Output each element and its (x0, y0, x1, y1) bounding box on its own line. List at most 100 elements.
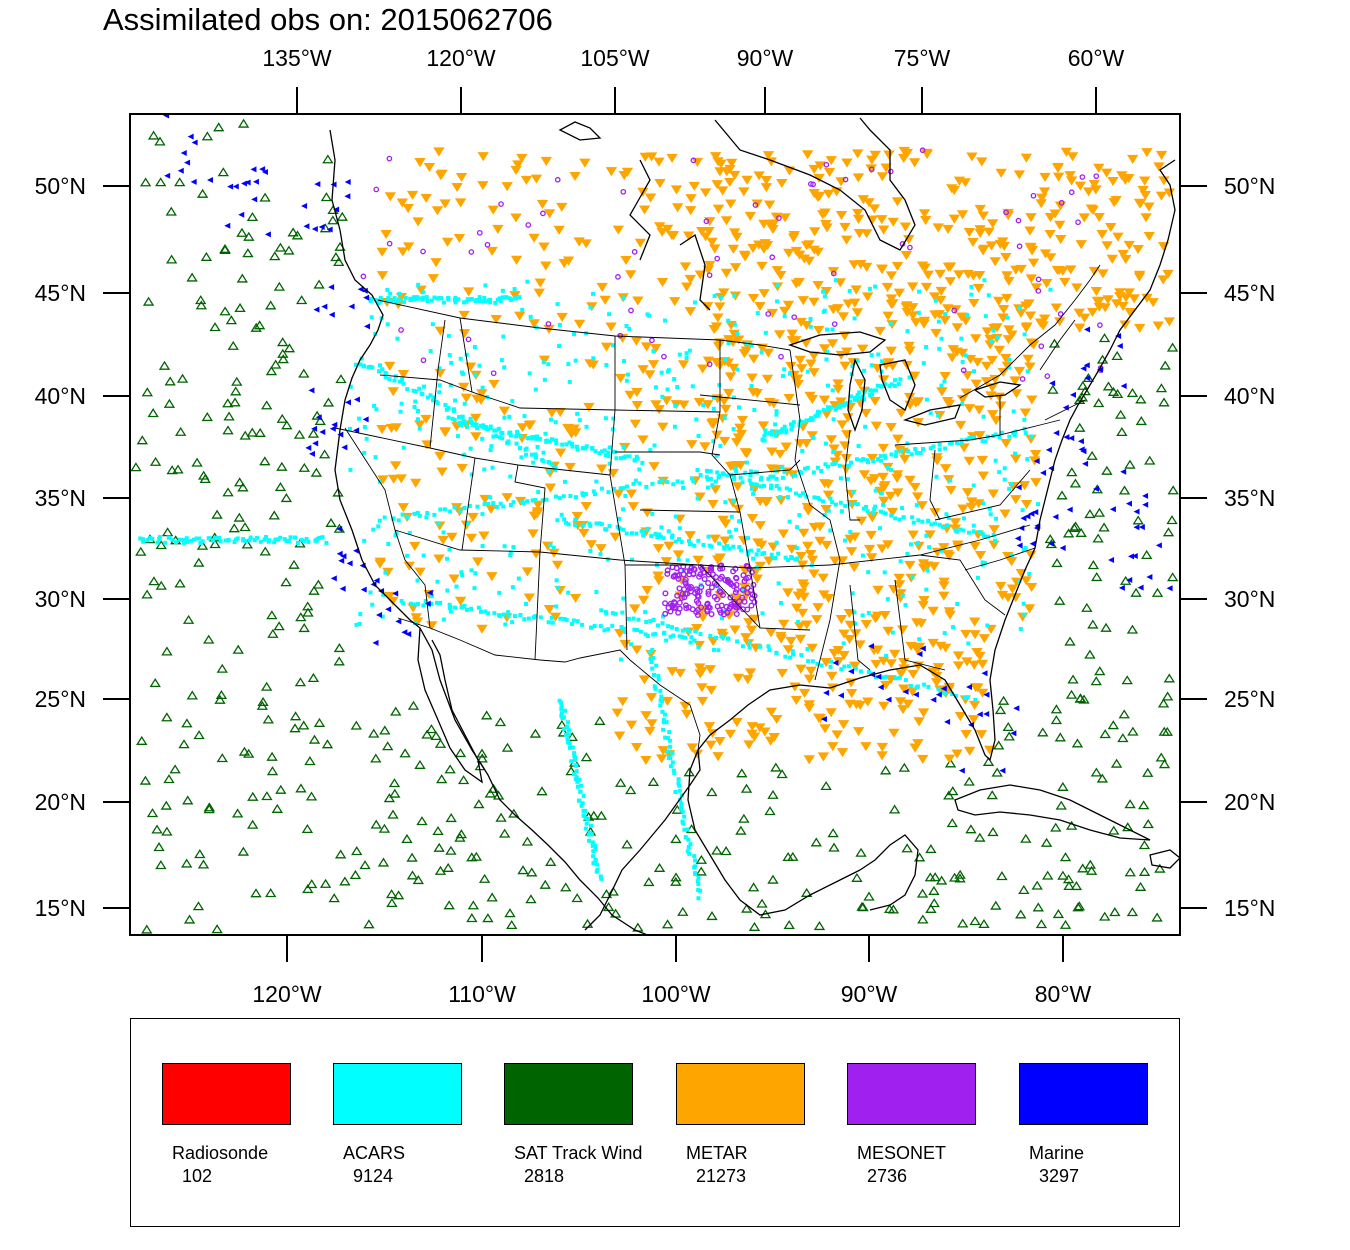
acars-marker (865, 509, 870, 514)
sat-wind-marker (155, 860, 167, 870)
legend-count: 102 (182, 1166, 213, 1186)
acars-marker (391, 516, 396, 521)
acars-marker (551, 545, 556, 550)
sat-wind-marker (169, 764, 181, 774)
acars-marker (469, 419, 474, 424)
sat-wind-marker (291, 230, 304, 240)
sat-wind-marker (1117, 733, 1129, 743)
metar-marker (712, 341, 725, 351)
sat-wind-marker (770, 762, 782, 772)
acars-marker (566, 728, 571, 733)
acars-marker (522, 414, 527, 419)
metar-marker (746, 373, 758, 383)
mesonet-marker (960, 367, 967, 374)
marine-marker (1068, 435, 1075, 442)
acars-marker (731, 544, 736, 549)
metar-marker (1060, 147, 1073, 157)
acars-marker (732, 293, 737, 298)
sat-wind-marker (1075, 527, 1087, 537)
acars-marker (711, 406, 716, 411)
sat-wind-marker (1040, 837, 1053, 847)
acars-marker (791, 420, 796, 425)
acars-marker (499, 358, 504, 363)
sat-wind-marker (1138, 866, 1151, 876)
acars-marker (586, 832, 591, 837)
metar-marker (928, 292, 941, 302)
sat-wind-marker (289, 711, 302, 721)
acars-marker (621, 296, 626, 301)
acars-marker (969, 292, 974, 297)
metar-marker (1026, 246, 1038, 256)
acars-marker (610, 623, 615, 628)
metar-marker (812, 280, 824, 291)
mesonet-marker (733, 586, 740, 593)
metar-marker (855, 516, 868, 526)
metar-marker (384, 192, 397, 202)
metar-marker (794, 634, 807, 644)
acars-marker (705, 485, 710, 490)
acars-marker (293, 535, 298, 540)
metar-marker (803, 755, 815, 765)
acars-marker (847, 502, 852, 507)
acars-marker (469, 568, 474, 573)
metar-marker (839, 441, 851, 451)
metar-marker (1134, 323, 1146, 333)
metar-marker (790, 279, 802, 289)
acars-marker (805, 646, 810, 651)
marine-marker (344, 179, 351, 186)
metar-marker (1050, 303, 1062, 313)
acars-marker (819, 663, 824, 668)
acars-marker (855, 502, 860, 507)
acars-marker (685, 849, 690, 854)
acars-marker (964, 437, 969, 442)
sat-wind-marker (1118, 485, 1131, 495)
acars-marker (264, 535, 269, 540)
acars-marker (157, 537, 162, 542)
acars-marker (901, 515, 906, 520)
mesonet-marker (717, 609, 724, 616)
acars-marker (800, 491, 805, 496)
metar-marker (705, 740, 717, 750)
acars-marker (810, 659, 815, 664)
acars-marker (353, 362, 358, 367)
acars-marker (618, 657, 623, 662)
acars-marker (598, 874, 603, 879)
acars-marker (925, 568, 930, 573)
acars-marker (837, 463, 842, 468)
metar-marker (1078, 213, 1090, 223)
sat-wind-marker (1107, 386, 1120, 396)
acars-marker (429, 601, 434, 606)
acars-marker (348, 384, 353, 389)
metar-marker (613, 731, 626, 741)
acars-marker (267, 538, 272, 543)
acars-marker (446, 415, 451, 420)
acars-marker (197, 536, 202, 541)
acars-marker (482, 467, 487, 472)
metar-marker (993, 296, 1005, 306)
acars-marker (737, 545, 742, 550)
sat-wind-marker (947, 786, 959, 796)
sat-wind-marker (1052, 909, 1065, 919)
acars-marker (778, 495, 783, 500)
sat-wind-marker (1099, 729, 1111, 739)
acars-marker (324, 540, 329, 545)
metar-marker (462, 287, 475, 297)
acars-marker (651, 617, 656, 622)
sat-wind-marker (614, 777, 627, 787)
acars-marker (708, 476, 713, 481)
acars-marker (470, 422, 475, 427)
acars-marker (603, 527, 608, 532)
sat-wind-marker (1142, 767, 1154, 777)
acars-marker (810, 563, 815, 568)
acars-marker (460, 414, 465, 419)
mesonet-marker (1003, 209, 1009, 216)
acars-marker (790, 649, 795, 654)
acars-marker (370, 602, 375, 607)
acars-marker (780, 465, 785, 470)
sat-wind-marker (1092, 533, 1104, 543)
metar-marker (961, 657, 973, 667)
acars-marker (383, 374, 388, 379)
acars-marker (961, 516, 966, 521)
acars-marker (547, 439, 552, 444)
acars-marker (987, 506, 992, 511)
